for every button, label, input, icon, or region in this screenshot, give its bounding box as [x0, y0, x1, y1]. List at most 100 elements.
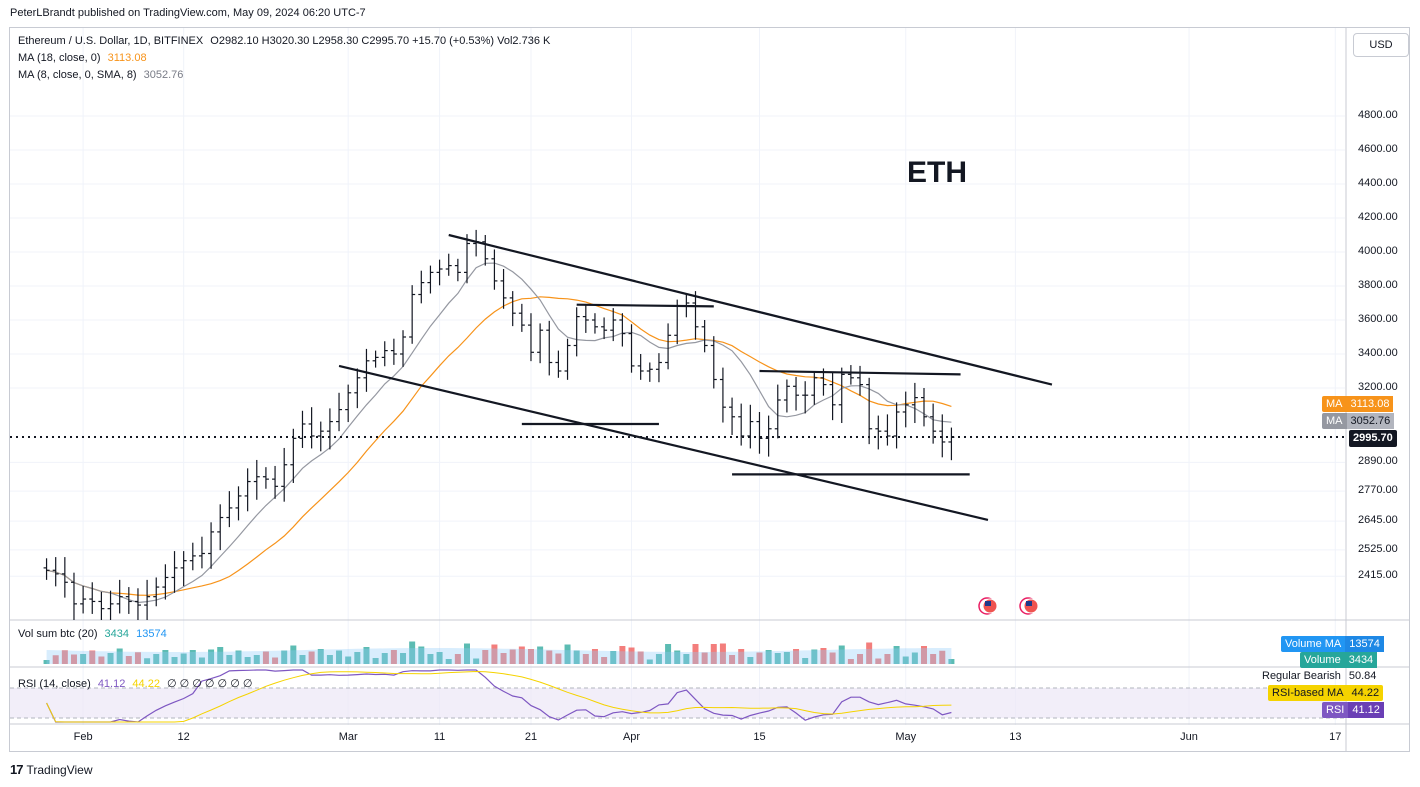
volume-bar	[692, 644, 699, 664]
volume-tag-value: 3434	[1344, 652, 1378, 668]
volume-bar	[144, 658, 151, 664]
trendline	[576, 303, 714, 308]
volume-bar	[847, 659, 854, 664]
volume-bar	[491, 644, 498, 664]
tradingview-logo[interactable]: 17 TradingView	[10, 762, 93, 777]
ohlc-bar	[756, 411, 763, 454]
price-axis-label: 2645.00	[1358, 514, 1398, 527]
volume-bar	[61, 650, 68, 664]
volume-tag: Volume 3434	[1300, 652, 1378, 668]
volume-ma-tag-key: Volume MA	[1285, 638, 1342, 650]
ma18-value: 3113.08	[107, 52, 147, 64]
regular-bearish-value: 50.84	[1348, 670, 1377, 682]
volume-bar	[582, 654, 589, 664]
volume-bar	[500, 653, 507, 664]
ma8-polyline	[46, 262, 952, 604]
ohlc-bar	[125, 587, 132, 614]
volume-bar	[372, 658, 379, 664]
symbol-name: Ethereum / U.S. Dollar, 1D, BITFINEX	[18, 35, 204, 47]
ohlc-bar	[555, 350, 562, 378]
ohlc-bar	[345, 384, 352, 423]
volume-bar	[272, 657, 279, 664]
vol-ma-value: 13574	[136, 628, 167, 640]
time-axis-label: 11	[433, 731, 446, 743]
vol-label: Vol sum btc (20)	[18, 628, 98, 640]
ohlc-bar	[326, 408, 333, 450]
legend-symbol: Ethereum / U.S. Dollar, 1D, BITFINEX O29…	[18, 35, 550, 47]
ohlc-bar	[783, 379, 790, 413]
price-axis-label: 2770.00	[1358, 484, 1398, 497]
rsi-label: RSI (14, close)	[18, 678, 91, 690]
ohlc-bar	[518, 303, 525, 332]
ohlc-bar	[162, 564, 169, 600]
trendline	[759, 369, 961, 376]
volume-bar	[738, 649, 745, 664]
ohlc-bar	[262, 467, 269, 489]
ohlc-bar	[893, 402, 900, 449]
ohlc-bar	[884, 414, 891, 446]
rsi-ma-tag-key: RSI-based MA	[1272, 687, 1344, 699]
price-axis-label: 4400.00	[1358, 177, 1398, 189]
ma8-line	[46, 262, 952, 604]
volume-bar	[655, 654, 662, 664]
pane-separators	[10, 28, 1409, 751]
trendline	[338, 364, 989, 521]
ohlc-bar	[482, 235, 489, 266]
volume-bar	[390, 650, 397, 664]
ohlc-bars	[43, 229, 955, 620]
volume-tag-key: Volume	[1304, 654, 1341, 666]
volume-bar	[336, 650, 343, 664]
ohlc-bar	[500, 269, 507, 309]
ohlc-bar	[253, 459, 260, 500]
ohlc-bar	[838, 367, 845, 424]
volume-bar	[591, 649, 598, 664]
ohlc-bar	[418, 270, 425, 304]
ohlc-bar	[710, 336, 717, 389]
volume-bar	[884, 654, 891, 664]
currency-button[interactable]: USD	[1353, 33, 1409, 57]
ohlc-bar	[939, 414, 946, 458]
volume-bar	[783, 652, 790, 664]
ohlc-bar	[98, 591, 105, 620]
ohlc-bar	[381, 341, 388, 367]
volume-bar	[838, 645, 845, 664]
volume-ma-tag-value: 13574	[1345, 636, 1384, 652]
ohlc-bar	[829, 372, 836, 421]
volume-bar	[719, 643, 726, 664]
price-axis-label: 3600.00	[1358, 313, 1398, 325]
legend-volume: Vol sum btc (20) 3434 13574	[18, 628, 167, 640]
ohlc-bar	[911, 382, 918, 424]
volume-ma-tag: Volume MA 13574	[1281, 636, 1384, 652]
volume-bar	[253, 655, 260, 664]
chart-grid	[10, 28, 1345, 725]
price-axis-label: 4000.00	[1358, 245, 1398, 257]
ohlc-bar	[235, 486, 242, 521]
rsi-ma-tag: RSI-based MA 44.22	[1268, 685, 1384, 701]
ohlc-bar	[107, 590, 114, 620]
volume-bar	[537, 646, 544, 664]
legend-rsi: RSI (14, close) 41.12 44.22 ∅ ∅ ∅ ∅ ∅ ∅ …	[18, 677, 252, 690]
publisher-line: PeterLBrandt published on TradingView.co…	[10, 7, 366, 19]
price-axis-label: 3200.00	[1358, 381, 1398, 393]
time-axis-label: Apr	[622, 731, 641, 743]
ohlc-bar	[464, 234, 470, 284]
time-axis-label: Jun	[1180, 731, 1198, 743]
ohlc-bar	[619, 313, 626, 347]
volume-bar	[326, 655, 333, 664]
ma18-label: MA (18, close, 0)	[18, 52, 101, 64]
volume-bar	[747, 657, 754, 664]
volume-bar	[52, 655, 59, 664]
volume-bar	[601, 657, 608, 664]
ohlc-bar	[390, 338, 397, 365]
volume-bar	[628, 647, 635, 664]
last-price-tag: 2995.70	[1349, 430, 1397, 447]
ohlc-bar	[601, 317, 608, 340]
ma18-tag-key: MA	[1326, 398, 1343, 410]
volume-bar	[921, 646, 927, 664]
volume-bar	[509, 649, 516, 664]
volume-bar	[208, 649, 215, 664]
legend-ma18: MA (18, close, 0) 3113.08	[18, 52, 147, 64]
rsi-ma-value: 44.22	[132, 678, 160, 690]
volume-bar	[518, 646, 525, 664]
